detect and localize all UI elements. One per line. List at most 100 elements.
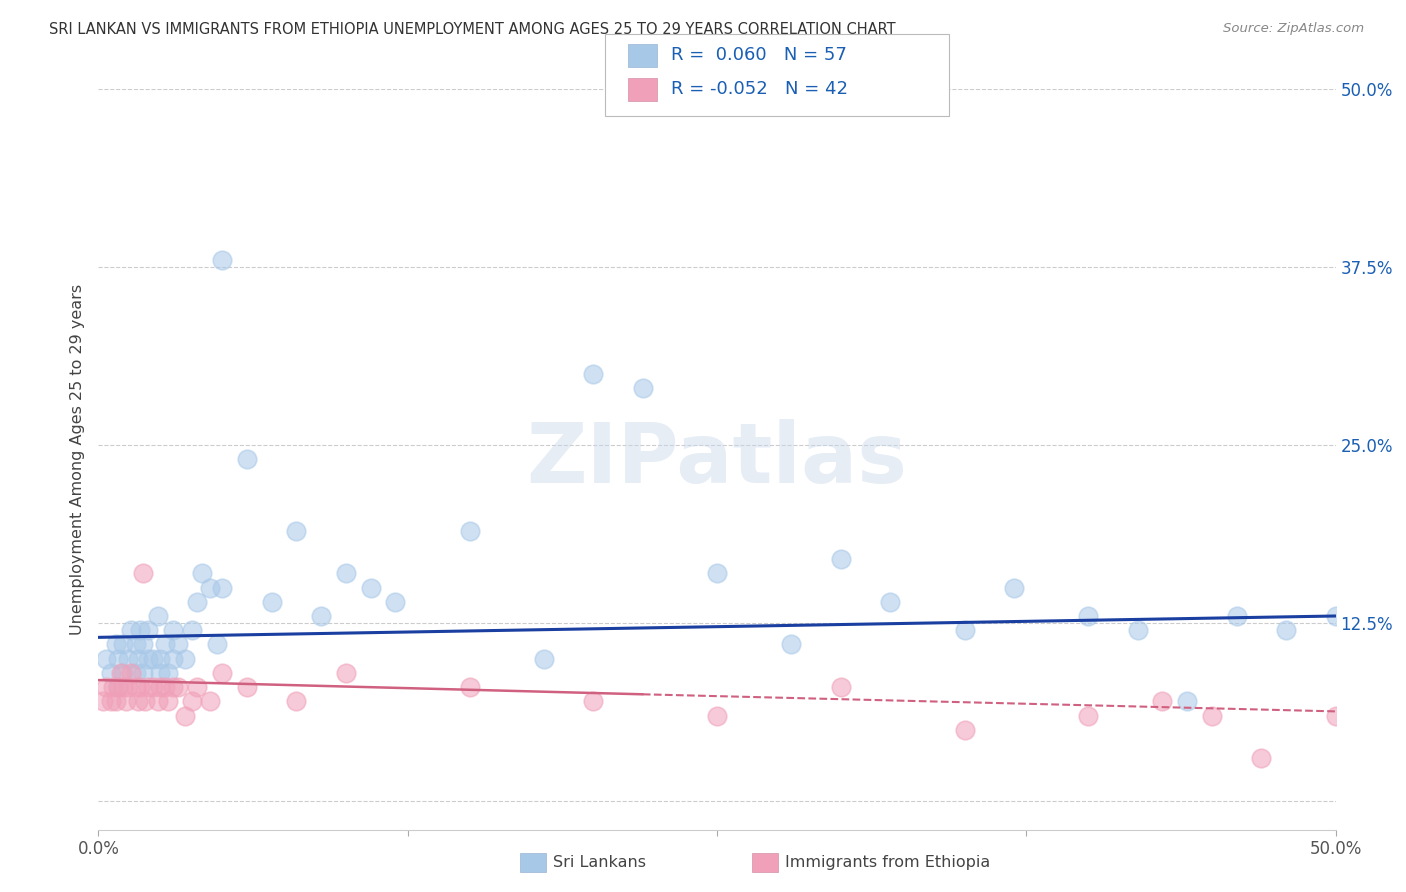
Point	[162, 624, 184, 638]
Point	[112, 637, 135, 651]
Text: SRI LANKAN VS IMMIGRANTS FROM ETHIOPIA UNEMPLOYMENT AMONG AGES 25 TO 29 YEARS CO: SRI LANKAN VS IMMIGRANTS FROM ETHIOPIA U…	[49, 22, 896, 37]
Point	[136, 651, 159, 665]
Point	[124, 665, 146, 680]
Point	[198, 694, 221, 708]
Point	[458, 680, 481, 694]
Point	[458, 524, 481, 538]
Point	[1275, 624, 1298, 638]
Point	[149, 651, 172, 665]
Point	[162, 651, 184, 665]
Text: Sri Lankans: Sri Lankans	[553, 855, 645, 870]
Point	[1152, 694, 1174, 708]
Text: R = -0.052   N = 42: R = -0.052 N = 42	[671, 80, 848, 98]
Point	[103, 680, 125, 694]
Point	[166, 680, 188, 694]
Point	[93, 694, 115, 708]
Point	[384, 595, 406, 609]
Point	[156, 694, 179, 708]
Point	[129, 680, 152, 694]
Text: ZIPatlas: ZIPatlas	[527, 419, 907, 500]
Point	[132, 665, 155, 680]
Text: Immigrants from Ethiopia: Immigrants from Ethiopia	[785, 855, 990, 870]
Point	[120, 665, 142, 680]
Point	[174, 708, 197, 723]
Point	[107, 680, 129, 694]
Point	[136, 680, 159, 694]
Point	[127, 651, 149, 665]
Point	[104, 637, 127, 651]
Point	[107, 680, 129, 694]
Point	[136, 624, 159, 638]
Point	[166, 637, 188, 651]
Y-axis label: Unemployment Among Ages 25 to 29 years: Unemployment Among Ages 25 to 29 years	[69, 284, 84, 635]
Point	[1226, 609, 1249, 624]
Text: R =  0.060   N = 57: R = 0.060 N = 57	[671, 46, 846, 64]
Point	[285, 694, 308, 708]
Point	[129, 624, 152, 638]
Point	[149, 665, 172, 680]
Text: Source: ZipAtlas.com: Source: ZipAtlas.com	[1223, 22, 1364, 36]
Point	[953, 624, 976, 638]
Point	[181, 624, 204, 638]
Point	[879, 595, 901, 609]
Point	[582, 367, 605, 381]
Point	[830, 552, 852, 566]
Point	[112, 665, 135, 680]
Point	[100, 665, 122, 680]
Point	[181, 694, 204, 708]
Point	[236, 680, 259, 694]
Point	[132, 637, 155, 651]
Point	[1126, 624, 1149, 638]
Point	[1077, 609, 1099, 624]
Point	[186, 595, 208, 609]
Point	[706, 566, 728, 581]
Point	[533, 651, 555, 665]
Point	[134, 694, 156, 708]
Point	[631, 381, 654, 395]
Point	[830, 680, 852, 694]
Point	[162, 680, 184, 694]
Point	[124, 637, 146, 651]
Point	[142, 680, 165, 694]
Point	[1250, 751, 1272, 765]
Point	[211, 665, 233, 680]
Point	[198, 581, 221, 595]
Point	[117, 680, 139, 694]
Point	[155, 680, 177, 694]
Point	[1324, 609, 1347, 624]
Point	[94, 680, 117, 694]
Point	[211, 253, 233, 268]
Point	[186, 680, 208, 694]
Point	[132, 566, 155, 581]
Point	[953, 723, 976, 737]
Point	[1175, 694, 1198, 708]
Point	[780, 637, 803, 651]
Point	[127, 694, 149, 708]
Point	[149, 680, 172, 694]
Point	[100, 694, 122, 708]
Point	[285, 524, 308, 538]
Point	[120, 624, 142, 638]
Point	[360, 581, 382, 595]
Point	[142, 651, 165, 665]
Point	[335, 566, 357, 581]
Point	[146, 694, 169, 708]
Point	[1324, 708, 1347, 723]
Point	[94, 651, 117, 665]
Point	[706, 708, 728, 723]
Point	[236, 452, 259, 467]
Point	[1002, 581, 1025, 595]
Point	[114, 694, 136, 708]
Point	[205, 637, 228, 651]
Point	[582, 694, 605, 708]
Point	[260, 595, 283, 609]
Point	[211, 581, 233, 595]
Point	[110, 665, 132, 680]
Point	[146, 609, 169, 624]
Point	[191, 566, 214, 581]
Point	[104, 694, 127, 708]
Point	[112, 680, 135, 694]
Point	[117, 651, 139, 665]
Point	[124, 680, 146, 694]
Point	[1077, 708, 1099, 723]
